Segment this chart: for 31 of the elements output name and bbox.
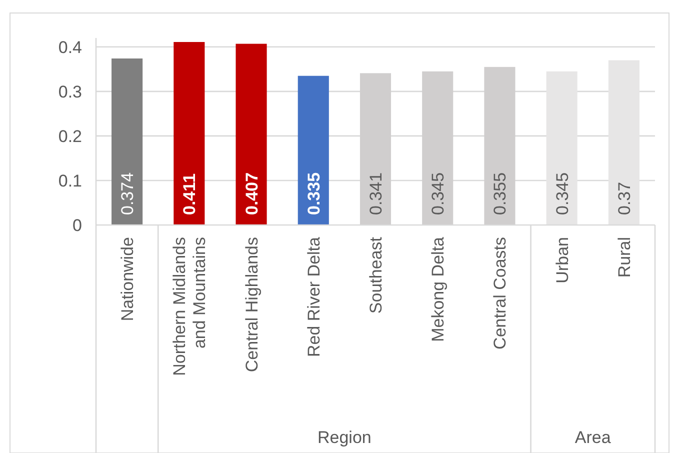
bar bbox=[298, 76, 329, 225]
bar bbox=[236, 44, 267, 225]
bar bbox=[112, 58, 143, 225]
text: Region bbox=[318, 428, 372, 447]
bar bbox=[174, 42, 205, 225]
bar bbox=[546, 71, 578, 225]
y-tick-label: 0.1 bbox=[58, 171, 82, 190]
x-tick-label: Central Coasts bbox=[490, 237, 510, 350]
x-tick-label: Nationwide bbox=[118, 237, 138, 322]
x-tick-label: Southeast bbox=[366, 236, 386, 314]
data-label: 0.37 bbox=[614, 182, 634, 215]
y-tick-label: 0.2 bbox=[58, 126, 82, 146]
y-tick-label: 0 bbox=[72, 216, 82, 235]
data-label: 0.341 bbox=[366, 172, 386, 215]
data-label: 0.407 bbox=[242, 172, 262, 215]
x-tick-label: Central Highlands bbox=[242, 237, 262, 372]
x-tick-label: Rural bbox=[614, 237, 634, 278]
x-tick-label: Red River Delta bbox=[304, 236, 324, 357]
data-label: 0.374 bbox=[118, 172, 138, 215]
data-label: 0.355 bbox=[490, 172, 510, 215]
text: Area bbox=[574, 428, 612, 447]
data-label: 0.345 bbox=[552, 172, 572, 215]
data-label: 0.335 bbox=[304, 172, 324, 215]
x-tick-label: Northern Midlands and Mountains bbox=[170, 237, 210, 376]
x-tick-label: Mekong Delta bbox=[428, 236, 448, 342]
bar bbox=[608, 60, 640, 225]
data-label: 0.411 bbox=[180, 173, 200, 215]
x-tick-label: Urban bbox=[552, 237, 572, 284]
y-tick-label: 0.3 bbox=[58, 82, 82, 102]
y-tick-label: 0.4 bbox=[58, 38, 82, 57]
data-label: 0.345 bbox=[428, 172, 448, 215]
